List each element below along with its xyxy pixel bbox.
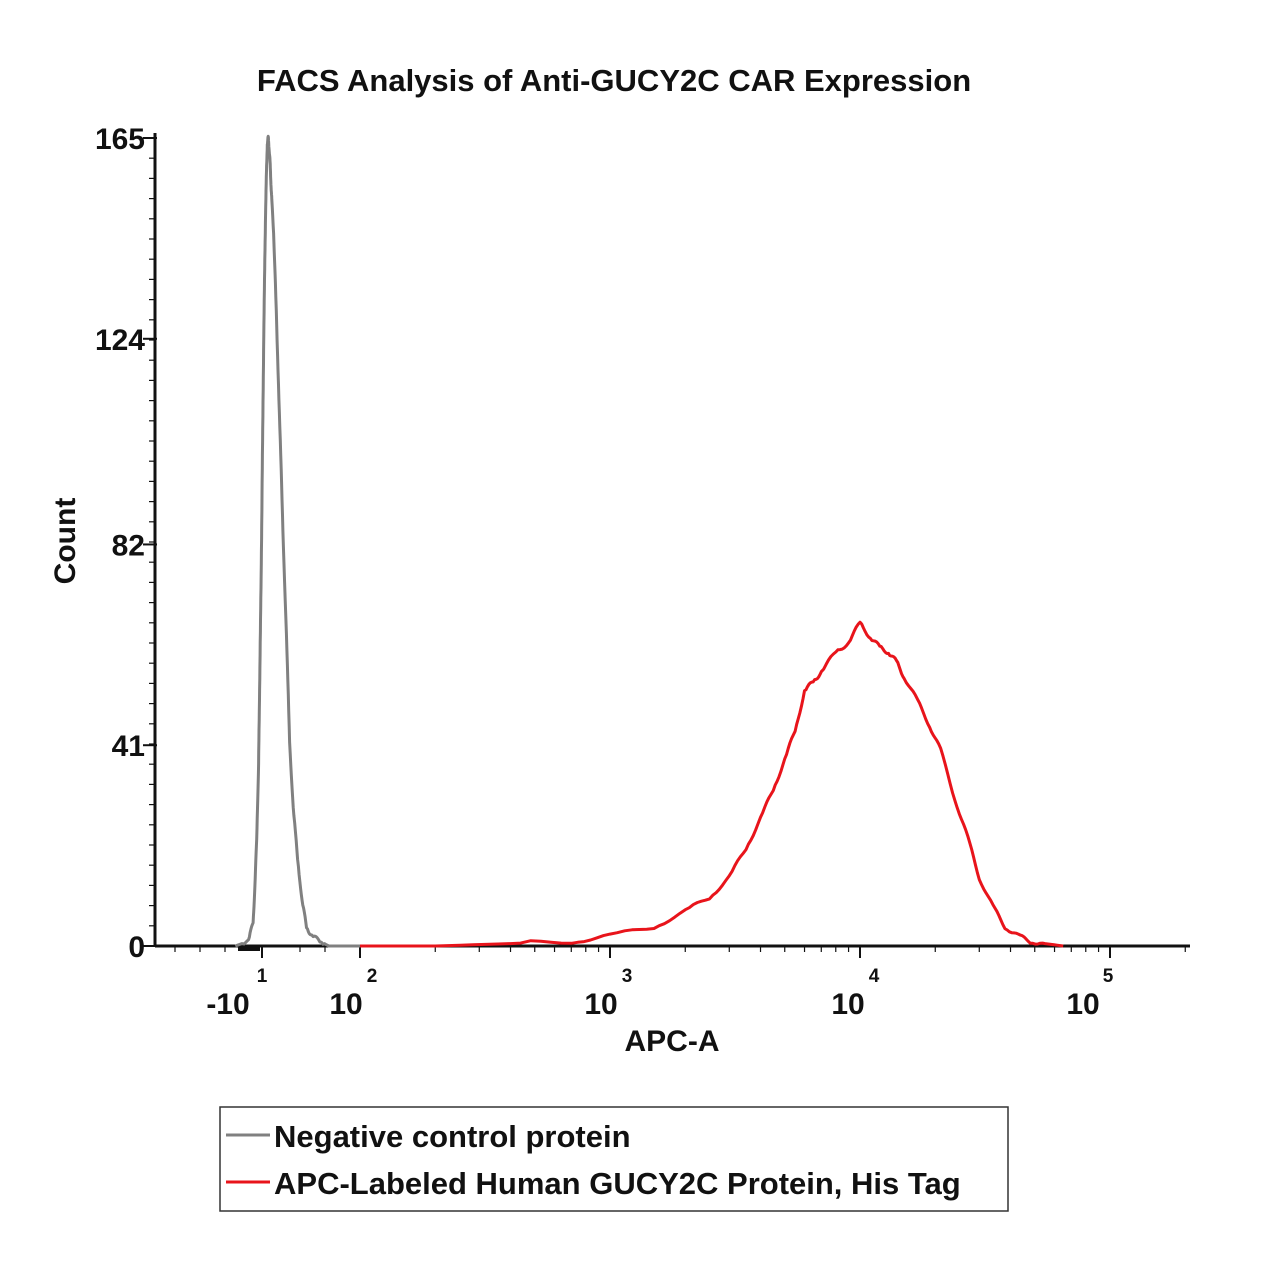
y-tick-label: 41 bbox=[112, 730, 145, 763]
x-tick-label: 10 bbox=[831, 988, 864, 1021]
x-minor-ticks bbox=[174, 946, 1186, 952]
x-tick-label: -10 bbox=[206, 988, 249, 1021]
legend-label-negative: Negative control protein bbox=[274, 1119, 631, 1154]
series-apc-gucy2c bbox=[360, 620, 1064, 948]
series-negative-control bbox=[234, 134, 360, 948]
x-tick-exponent: 1 bbox=[257, 966, 268, 987]
y-tick-label: 124 bbox=[95, 324, 145, 357]
x-tick-exponent: 3 bbox=[622, 966, 633, 987]
y-tick-label: 82 bbox=[112, 529, 145, 562]
x-tick-label: 10 bbox=[329, 988, 362, 1021]
x-axis-label: APC-A bbox=[625, 1025, 720, 1058]
x-tick-exponent: 5 bbox=[1103, 966, 1114, 987]
y-tick-label: 0 bbox=[128, 931, 145, 964]
x-tick-exponent: 4 bbox=[869, 966, 880, 987]
y-minor-ticks bbox=[149, 137, 155, 947]
legend-label-positive: APC-Labeled Human GUCY2C Protein, His Ta… bbox=[274, 1166, 961, 1201]
y-tick-label: 165 bbox=[95, 123, 145, 156]
x-tick-label: 10 bbox=[584, 988, 617, 1021]
x-tick-label: 10 bbox=[1066, 988, 1099, 1021]
x-tick-exponent: 2 bbox=[367, 966, 378, 987]
legend: Negative control protein APC-Labeled Hum… bbox=[219, 1106, 1009, 1212]
y-axis-label: Count bbox=[49, 498, 82, 585]
legend-box bbox=[219, 1106, 1009, 1212]
y-axis-ticks: 0 41 82 124 165 bbox=[95, 123, 157, 964]
x-zero-marker bbox=[238, 946, 260, 951]
chart-title: FACS Analysis of Anti-GUCY2C CAR Express… bbox=[257, 63, 971, 98]
series-layer bbox=[234, 134, 1064, 948]
